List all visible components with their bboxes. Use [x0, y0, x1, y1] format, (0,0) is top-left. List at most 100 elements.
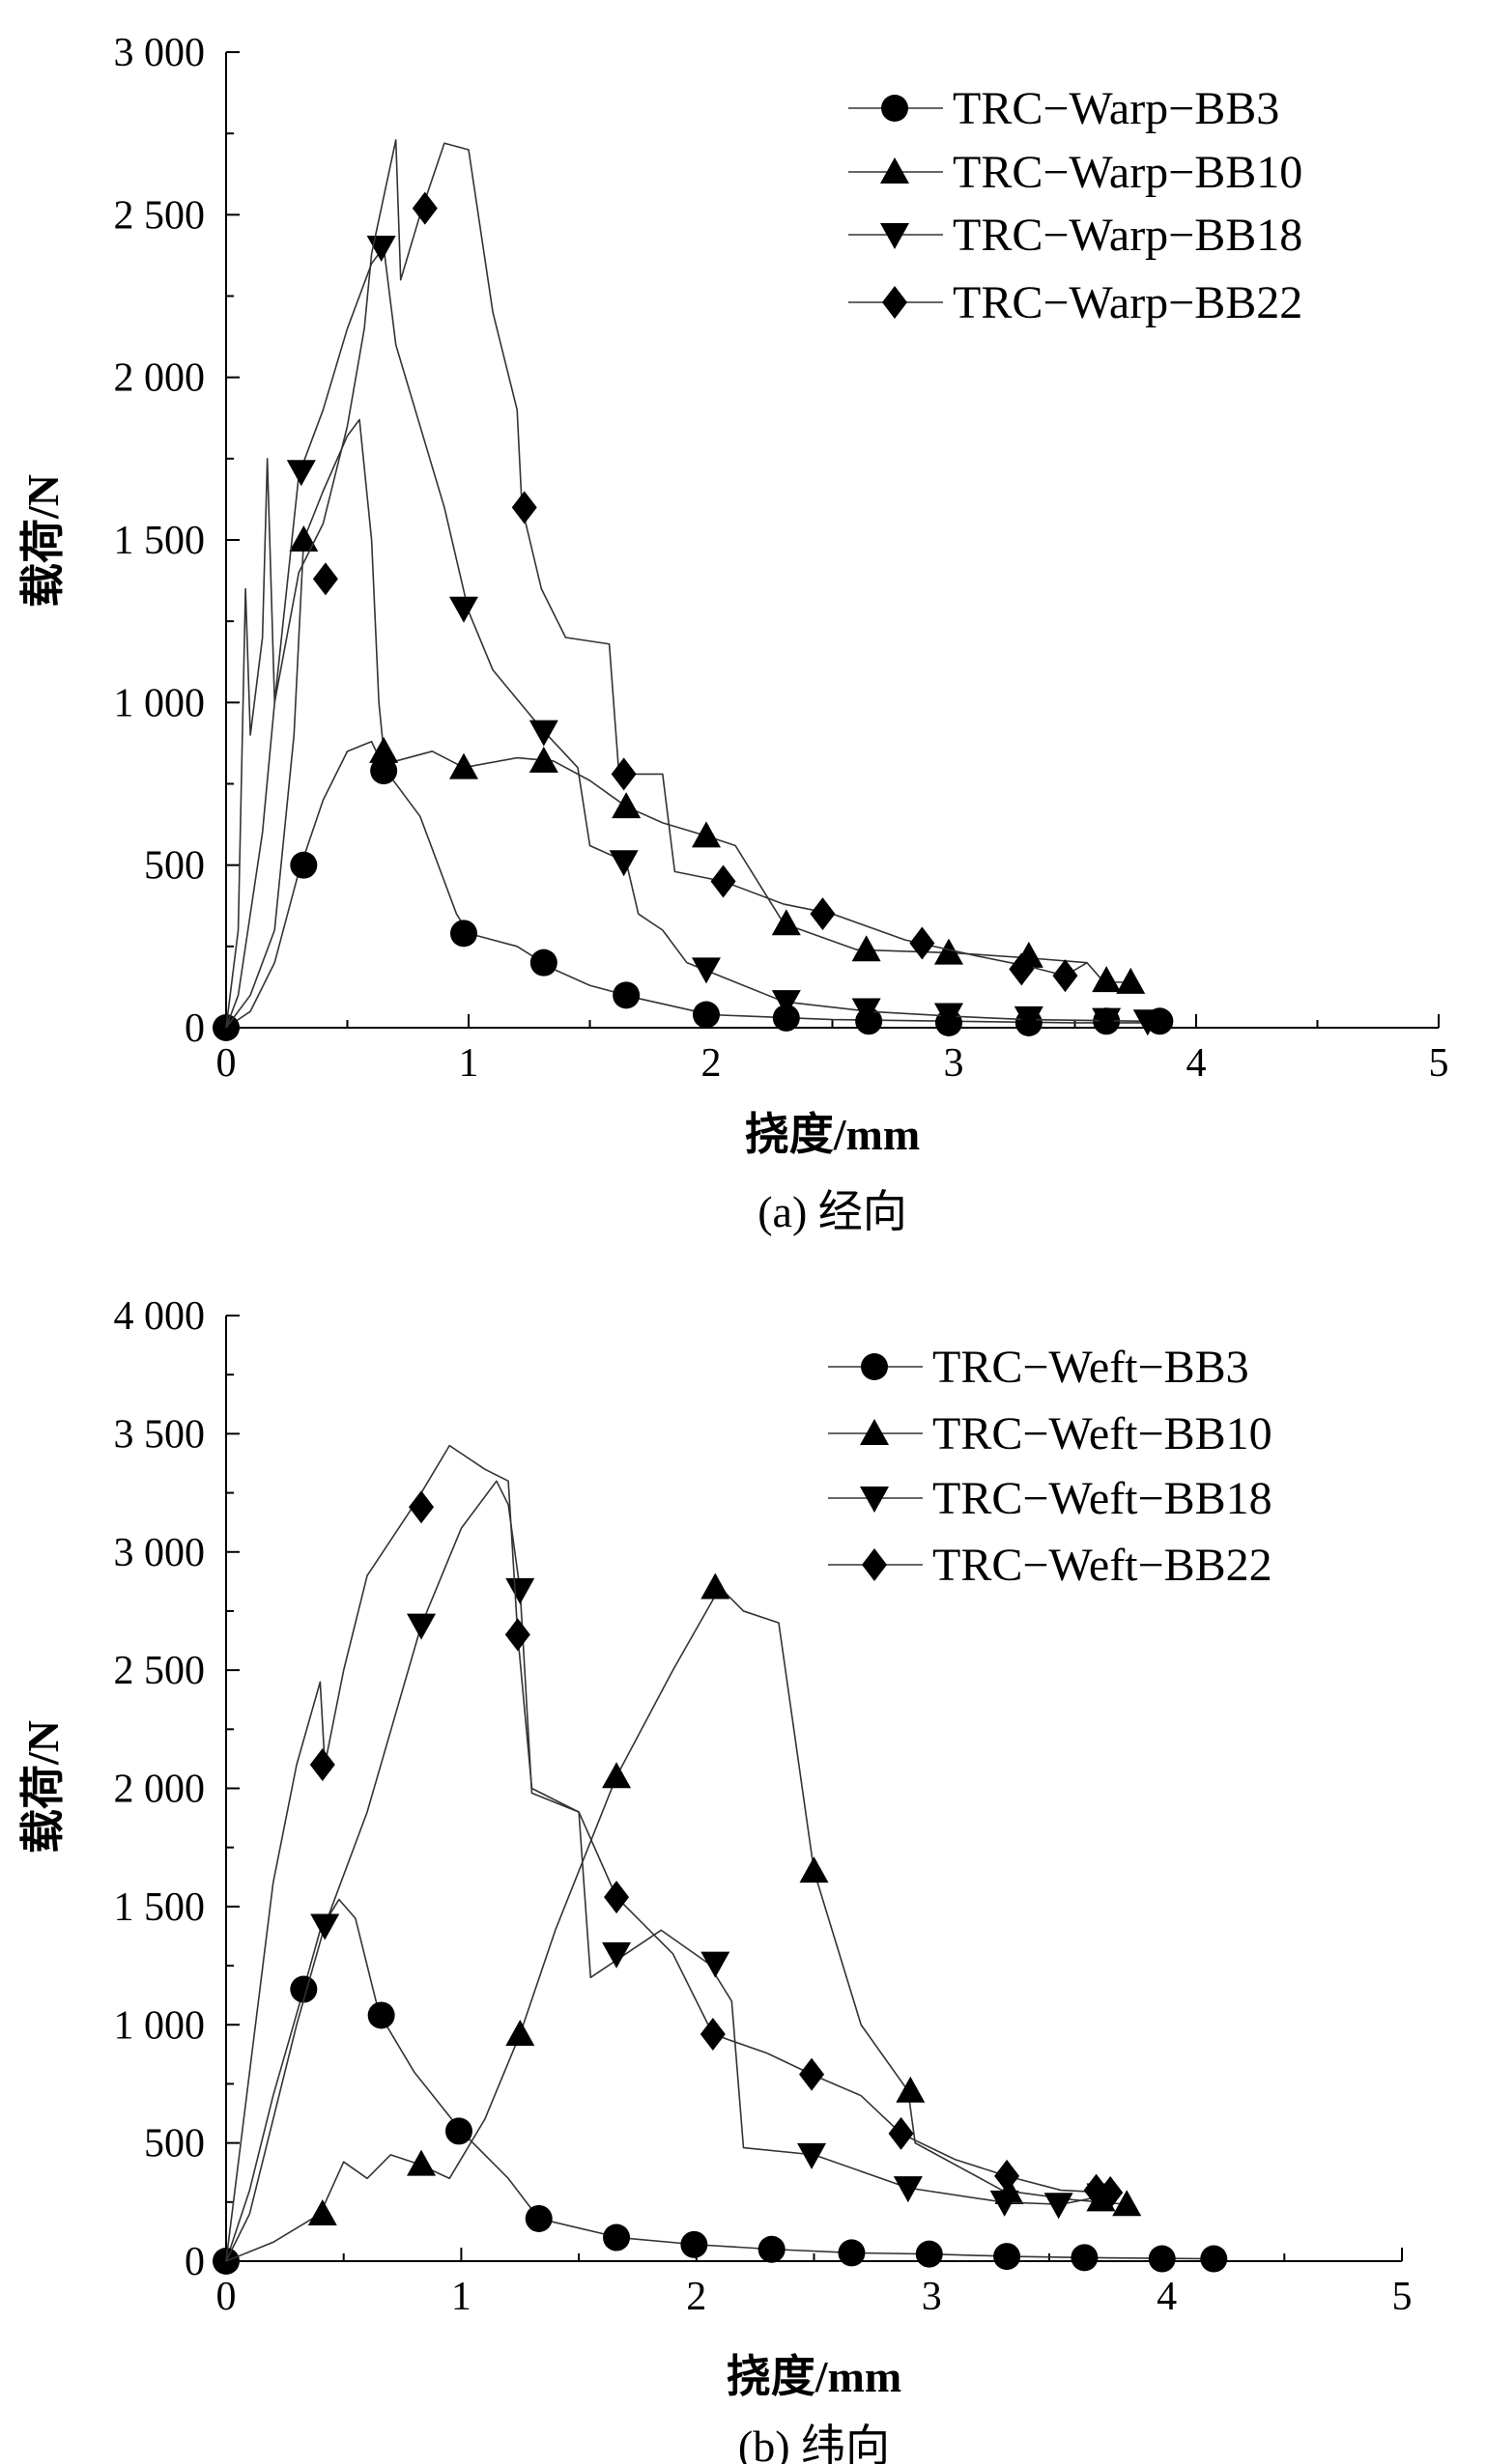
data-point: [604, 1881, 630, 1914]
data-point: [888, 2116, 914, 2150]
data-point: [838, 2239, 866, 2267]
legend-marker: [880, 157, 909, 184]
data-point: [286, 460, 316, 487]
data-point: [449, 920, 477, 948]
data-point: [529, 949, 557, 977]
data-point: [289, 525, 319, 552]
data-point: [989, 2190, 1019, 2217]
y-tick-label: 4 000: [114, 1294, 206, 1339]
legend-marker: [880, 223, 909, 249]
legend-label: TRC−Weft−BB3: [932, 1342, 1249, 1393]
y-tick-label: 0: [185, 1006, 205, 1051]
data-point: [933, 1003, 963, 1030]
x-tick-label: 5: [1429, 1041, 1449, 1086]
data-point: [691, 957, 721, 984]
caption: (a) 经向: [757, 1187, 907, 1236]
series-line: [225, 1586, 1128, 2262]
data-point: [612, 792, 642, 819]
x-tick-label: 2: [701, 1041, 722, 1086]
data-point: [602, 1762, 632, 1789]
data-point: [692, 1001, 720, 1029]
data-point: [915, 2240, 943, 2268]
data-point: [448, 596, 478, 623]
data-point: [771, 990, 801, 1017]
data-point: [444, 2117, 472, 2145]
data-point: [1148, 2245, 1176, 2273]
data-point: [611, 757, 637, 791]
y-tick-label: 3 500: [114, 1412, 206, 1457]
data-point: [1052, 959, 1078, 993]
data-point: [851, 998, 881, 1025]
data-point: [680, 2230, 708, 2258]
data-point: [1043, 2193, 1073, 2220]
data-point: [505, 1577, 535, 1604]
data-point: [307, 2199, 337, 2226]
x-tick-label: 1: [451, 2275, 472, 2319]
chart-b: 0 1 2 3 4 5 0 500 1 000 1 500 2 000 2 500 3 000 3 500…: [18, 1294, 1413, 2464]
y-tick-label: 2 500: [114, 193, 206, 238]
legend-label: TRC−Warp−BB3: [953, 83, 1279, 134]
y-tick-label: 1 500: [114, 519, 206, 563]
data-point: [505, 2020, 535, 2047]
data-point: [797, 2142, 827, 2169]
series-TRC−Weft−BB18: [225, 1480, 1116, 2262]
data-point: [1092, 966, 1122, 993]
y-tick-label: 500: [144, 844, 205, 889]
y-tick-label: 2 500: [114, 1649, 206, 1693]
data-point: [511, 491, 537, 524]
data-point: [369, 736, 399, 763]
data-point: [771, 909, 801, 936]
caption: (b) 纬向: [738, 2422, 890, 2464]
series-TRC−Warp−BB3: [213, 740, 1174, 1041]
data-point: [448, 752, 478, 779]
legend-marker: [882, 286, 907, 319]
data-point: [525, 2204, 553, 2232]
data-point: [1112, 2190, 1142, 2217]
legend-label: TRC−Weft−BB10: [932, 1408, 1272, 1459]
data-point: [407, 1613, 437, 1640]
series-line: [225, 139, 1088, 1029]
legend-label: TRC−Warp−BB22: [953, 277, 1302, 328]
data-point: [412, 191, 438, 225]
x-axis-label: 挠度/mm: [727, 2352, 901, 2401]
y-tick-label: 1 000: [114, 681, 206, 725]
data-point: [909, 926, 935, 960]
series-line: [225, 740, 1160, 1029]
data-point: [529, 720, 558, 747]
x-tick-label: 3: [944, 1041, 964, 1086]
legend-label: TRC−Weft−BB22: [932, 1540, 1272, 1591]
x-tick-label: 0: [216, 1041, 237, 1086]
data-point: [1092, 1007, 1122, 1034]
data-point: [893, 2176, 923, 2203]
x-tick-label: 4: [1186, 1041, 1207, 1086]
data-point: [799, 2057, 825, 2091]
data-point: [1116, 967, 1146, 994]
data-point: [994, 2159, 1020, 2193]
data-point: [851, 935, 881, 962]
data-point: [367, 2001, 395, 2029]
x-axis-label: 挠度/mm: [745, 1110, 920, 1159]
y-tick-label: 2 000: [114, 356, 206, 401]
legend-marker: [860, 1487, 889, 1513]
legend-marker: [860, 1419, 889, 1445]
data-point: [407, 2149, 437, 2176]
data-point: [609, 850, 639, 877]
legend-marker: [861, 1353, 888, 1380]
data-point: [370, 757, 398, 785]
y-tick-label: 2 000: [114, 1768, 206, 1812]
data-point: [1009, 952, 1035, 986]
y-tick-label: 0: [185, 2240, 205, 2284]
y-tick-label: 3 000: [114, 31, 206, 75]
data-point: [810, 897, 836, 931]
legend-label: TRC−Weft−BB18: [932, 1473, 1272, 1524]
data-point: [710, 864, 736, 898]
data-point: [504, 1618, 530, 1652]
legend-marker: [862, 1548, 887, 1581]
series-line: [225, 418, 1136, 1029]
x-tick-label: 1: [459, 1041, 479, 1086]
y-tick-label: 3 000: [114, 1531, 206, 1575]
x-tick-label: 2: [686, 2275, 706, 2319]
data-point: [700, 1572, 730, 1600]
data-point: [290, 851, 318, 879]
series-TRC−Warp−BB22: [225, 139, 1088, 1029]
